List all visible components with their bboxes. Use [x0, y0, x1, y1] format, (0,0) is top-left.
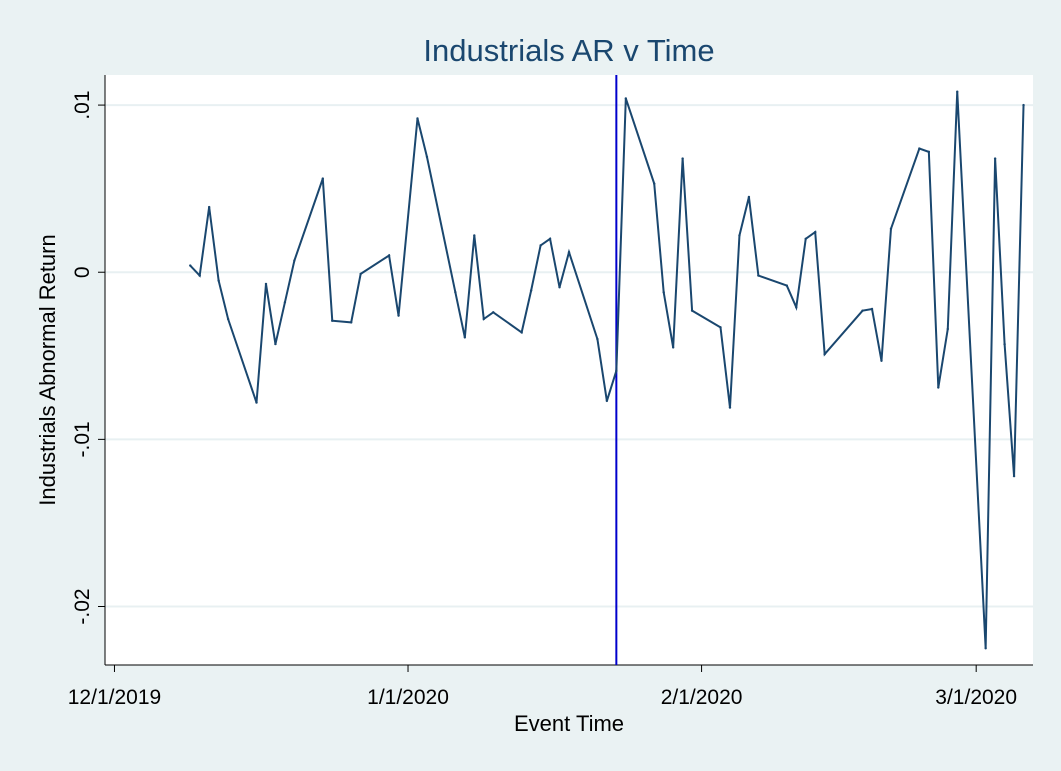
data-point	[350, 321, 353, 324]
tick-layer: .01 0 -.01 -.02 12/1/2019 1/1/2020 2/1/2020 3/1…	[68, 90, 1017, 709]
data-point	[615, 369, 618, 373]
data-point	[331, 319, 334, 322]
data-point	[814, 230, 817, 234]
data-point	[321, 177, 324, 180]
data-point	[880, 359, 883, 363]
x-tick-label: 1/1/2020	[367, 686, 449, 709]
data-point	[671, 346, 675, 349]
data-point	[255, 401, 258, 404]
data-point	[397, 314, 400, 317]
data-point	[473, 234, 476, 237]
x-tick-label: 12/1/2019	[68, 686, 161, 709]
y-tick-label: -.01	[71, 421, 94, 457]
grid-layer	[105, 104, 1033, 608]
y-tick-label: 0	[71, 266, 94, 278]
data-point	[1003, 342, 1006, 346]
data-point	[226, 317, 230, 321]
data-point	[747, 195, 751, 199]
data-point	[596, 337, 599, 341]
data-point	[738, 234, 741, 237]
data-point	[463, 336, 467, 339]
data-point	[795, 306, 798, 309]
data-point	[529, 289, 533, 292]
data-point	[1012, 474, 1016, 478]
data-point	[728, 406, 732, 409]
data-point	[681, 157, 684, 160]
y-tick-label: .01	[71, 90, 94, 119]
data-point	[539, 244, 542, 247]
data-point	[823, 352, 826, 356]
data-point	[558, 286, 561, 289]
data-point	[719, 326, 722, 329]
data-point	[387, 254, 391, 257]
series-layer	[189, 90, 1025, 650]
data-point	[567, 250, 571, 254]
data-point	[870, 307, 874, 311]
data-point	[946, 327, 949, 331]
data-point	[416, 117, 419, 120]
data-point	[217, 279, 220, 282]
data-point	[454, 291, 457, 294]
data-point	[359, 272, 362, 276]
data-point	[425, 155, 429, 159]
data-point	[283, 301, 287, 304]
data-point	[520, 331, 523, 334]
data-point	[548, 237, 552, 240]
y-tick-label: -.02	[71, 588, 94, 624]
x-tick-label: 3/1/2020	[935, 686, 1017, 709]
data-point	[482, 317, 485, 321]
data-point	[956, 90, 959, 93]
data-point	[207, 205, 211, 209]
chart-title: Industrials AR v Time	[423, 33, 714, 68]
data-point	[757, 274, 760, 277]
data-point	[984, 647, 987, 650]
data-point	[605, 399, 609, 403]
data-point	[274, 342, 277, 346]
data-point	[293, 259, 296, 262]
data-point	[690, 309, 694, 312]
data-point	[653, 182, 656, 185]
data-point	[918, 147, 921, 150]
data-point	[889, 227, 893, 230]
data-point	[198, 274, 201, 277]
data-point	[662, 291, 665, 294]
data-point	[804, 237, 807, 240]
y-axis-title: Industrials Abnormal Return	[35, 234, 60, 505]
x-axis-title: Event Time	[514, 711, 624, 736]
data-point	[861, 309, 864, 312]
series-line	[189, 91, 1025, 649]
data-point	[624, 97, 628, 100]
data-point	[189, 264, 192, 267]
data-point	[927, 150, 931, 154]
data-point	[993, 157, 997, 160]
data-point	[492, 311, 495, 314]
data-point	[1022, 103, 1025, 107]
data-point	[264, 282, 268, 286]
plot-area	[105, 75, 1033, 665]
x-tick-label: 2/1/2020	[661, 686, 743, 709]
data-point	[937, 386, 940, 389]
data-point	[785, 284, 788, 287]
